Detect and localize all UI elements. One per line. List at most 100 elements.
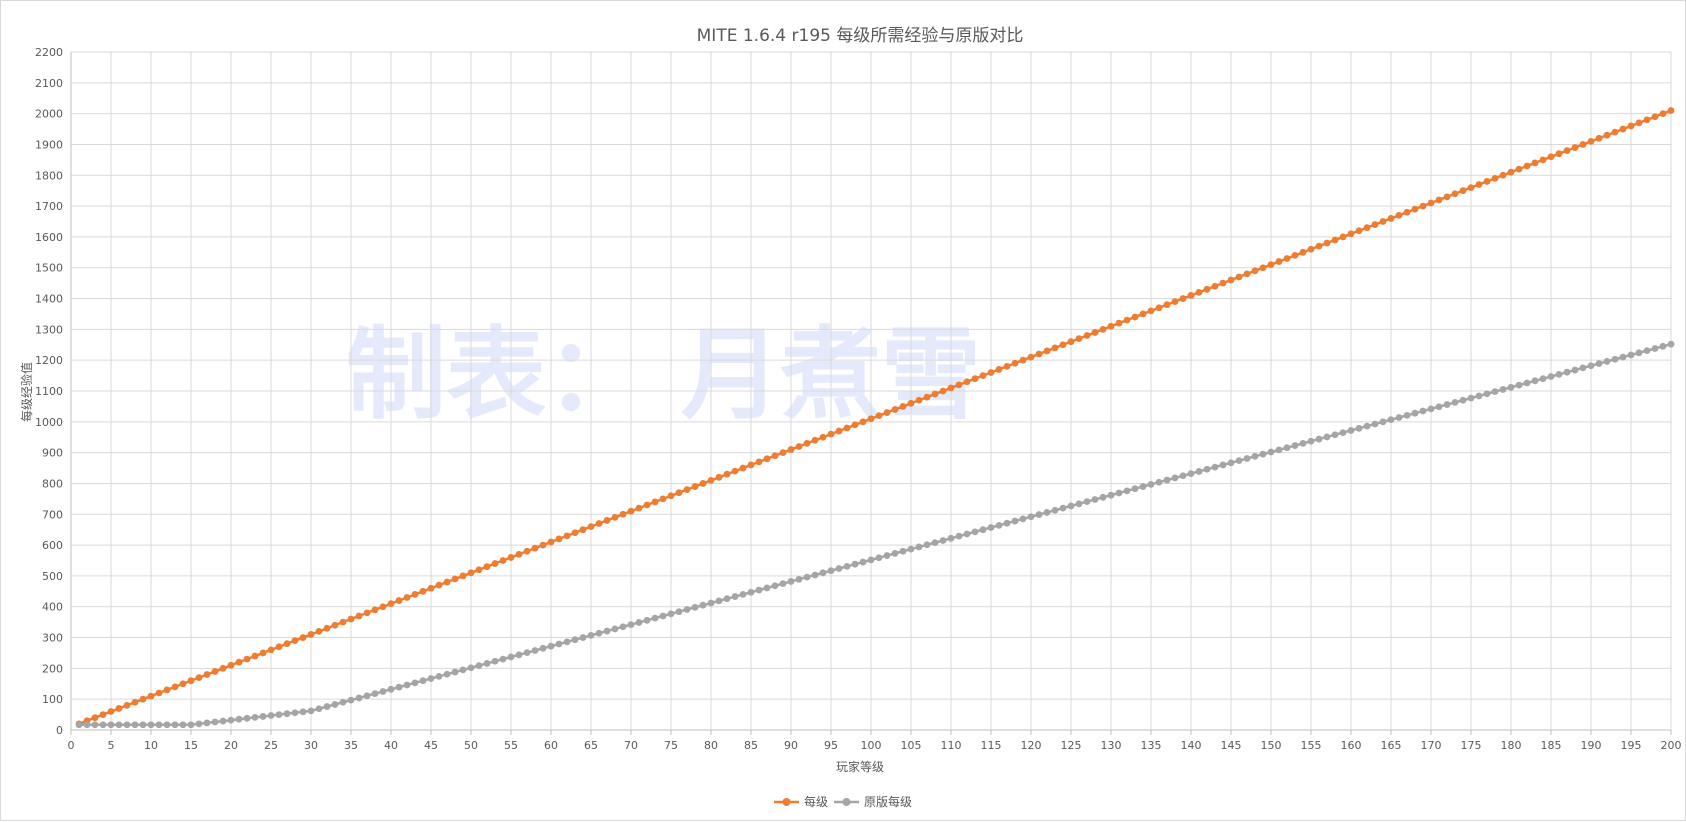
series-1-point xyxy=(979,372,987,379)
series-2-point xyxy=(571,636,579,644)
series-2-point xyxy=(1547,373,1555,380)
series-2-point xyxy=(1075,500,1083,508)
series-1-point xyxy=(1563,147,1571,155)
series-2 xyxy=(75,340,1675,729)
series-2-point xyxy=(651,614,659,622)
series-2-point xyxy=(1523,379,1531,387)
series-1-point xyxy=(699,480,707,487)
series-1-point xyxy=(99,711,107,718)
series-1-point xyxy=(1115,319,1123,327)
series-1-point xyxy=(1219,279,1227,287)
series-2-point xyxy=(555,640,563,648)
series-2-point xyxy=(219,717,227,725)
series-2-point xyxy=(491,657,499,665)
series-2-point xyxy=(1651,345,1659,352)
series-2-point xyxy=(427,675,435,682)
series-2-point xyxy=(907,545,915,553)
series-1-point xyxy=(291,637,299,645)
series-1-point xyxy=(1011,359,1019,367)
series-2-point xyxy=(947,534,955,542)
series-1-point xyxy=(499,557,507,564)
series-2-point xyxy=(643,616,651,624)
series-2-point xyxy=(579,634,587,641)
series-1-point xyxy=(899,403,907,410)
x-tick-label: 145 xyxy=(1221,739,1242,752)
series-2-point xyxy=(331,701,339,708)
series-2-point xyxy=(387,685,395,693)
series-2-point xyxy=(235,715,243,723)
series-2-point xyxy=(627,621,635,628)
x-tick-label: 0 xyxy=(68,739,75,752)
series-1-point xyxy=(1587,137,1595,145)
series-1-point xyxy=(1323,239,1331,247)
series-2-point xyxy=(1627,351,1635,359)
series-2-point xyxy=(1371,420,1379,428)
series-1 xyxy=(75,107,1675,728)
series-2-point xyxy=(267,712,275,719)
series-1-point xyxy=(1163,301,1171,309)
series-2-point xyxy=(1579,364,1587,372)
series-1-point xyxy=(787,446,795,453)
series-2-point xyxy=(891,550,899,557)
series-1-point xyxy=(1403,208,1411,216)
y-tick-label: 1800 xyxy=(35,169,63,182)
series-2-point xyxy=(1435,403,1443,411)
x-tick-label: 25 xyxy=(264,739,278,752)
series-1-point xyxy=(659,495,667,503)
series-1-point xyxy=(1131,313,1139,321)
x-tick-label: 115 xyxy=(981,739,1002,752)
series-2-point xyxy=(1459,396,1467,404)
series-2-point xyxy=(1147,480,1155,488)
series-1-point xyxy=(139,695,147,703)
series-1-point xyxy=(1235,273,1243,281)
series-2-point xyxy=(203,719,211,727)
series-2-point xyxy=(635,619,643,626)
series-2-point xyxy=(1155,478,1163,486)
series-1-point xyxy=(907,399,915,407)
series-1-point xyxy=(579,526,587,534)
series-1-point xyxy=(1427,199,1435,207)
series-2-point xyxy=(1275,446,1283,454)
series-2-point xyxy=(1187,470,1195,477)
y-tick-label: 1400 xyxy=(35,293,63,306)
series-1-point xyxy=(683,486,691,494)
series-2-point xyxy=(731,593,739,600)
series-1-point xyxy=(619,510,627,518)
series-2-point xyxy=(171,721,179,729)
series-1-point xyxy=(843,424,851,432)
series-1-point xyxy=(803,439,811,447)
x-tick-label: 200 xyxy=(1661,739,1682,752)
series-1-point xyxy=(1443,193,1451,201)
series-1-point xyxy=(1331,236,1339,244)
x-tick-label: 15 xyxy=(184,739,198,752)
series-1-point xyxy=(299,634,307,641)
y-tick-label: 1000 xyxy=(35,416,63,429)
series-2-point xyxy=(915,543,923,551)
series-1-point xyxy=(1523,162,1531,170)
series-2-point xyxy=(931,539,939,547)
series-2-point xyxy=(75,721,83,729)
series-1-point xyxy=(1651,113,1659,121)
series-2-point xyxy=(1163,476,1171,484)
series-2-point xyxy=(299,708,307,716)
series-2-point xyxy=(1299,439,1307,447)
series-1-point xyxy=(1419,202,1427,210)
y-axis-label: 每级经验值 xyxy=(19,362,34,422)
series-1-point xyxy=(451,575,459,583)
series-1-point xyxy=(1035,350,1043,358)
series-1-point xyxy=(1531,159,1539,167)
series-1-point xyxy=(371,606,379,614)
series-1-point xyxy=(1571,144,1579,151)
series-2-point xyxy=(1291,442,1299,449)
series-2-point xyxy=(227,716,235,724)
series-1-point xyxy=(267,646,275,654)
series-2-point xyxy=(923,541,931,549)
series-2-point xyxy=(115,721,123,729)
series-1-point xyxy=(283,640,291,648)
y-tick-label: 100 xyxy=(42,693,63,706)
series-2-point xyxy=(1131,485,1139,493)
series-1-point xyxy=(539,541,547,549)
series-1-point xyxy=(867,415,875,423)
series-2-point xyxy=(275,711,283,718)
series-2-point xyxy=(1019,515,1027,523)
